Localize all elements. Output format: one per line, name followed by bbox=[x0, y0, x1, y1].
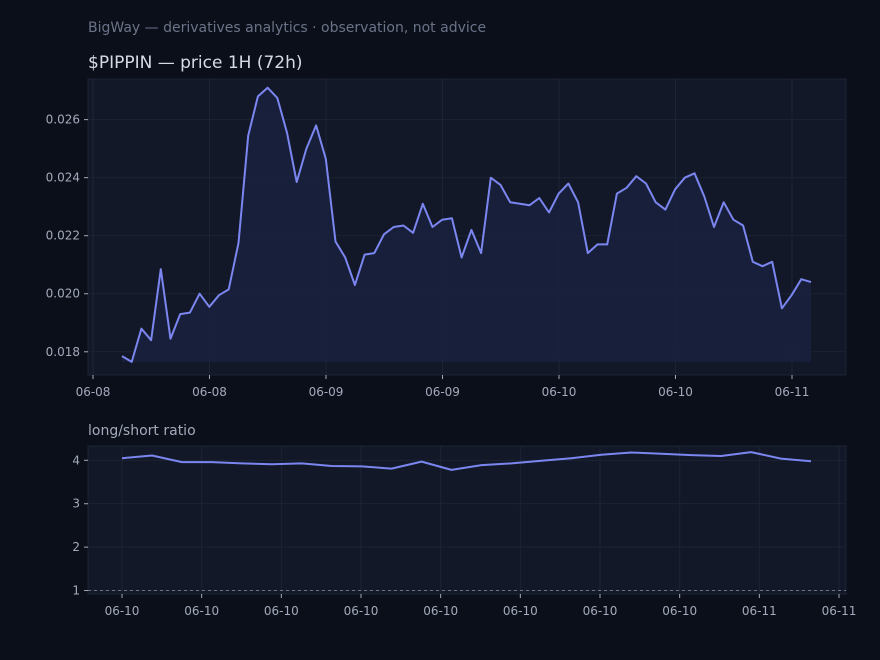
p2-x-tick-label: 06-10 bbox=[184, 604, 219, 618]
p1-x-tick-label: 06-08 bbox=[76, 385, 111, 399]
p2-y-tick-label: 4 bbox=[72, 453, 80, 467]
p2-y-tick-label: 2 bbox=[72, 540, 80, 554]
p2-x-tick-label: 06-10 bbox=[503, 604, 538, 618]
p1-y-tick-label: 0.026 bbox=[46, 113, 80, 127]
p1-x-tick-label: 06-11 bbox=[775, 385, 810, 399]
p1-y-tick-label: 0.020 bbox=[46, 287, 80, 301]
p1-x-tick-label: 06-10 bbox=[542, 385, 577, 399]
p1-x-tick-label: 06-09 bbox=[425, 385, 460, 399]
p2-x-tick-label: 06-10 bbox=[105, 604, 140, 618]
price-area-fill bbox=[122, 87, 811, 362]
p2-x-tick-label: 06-10 bbox=[662, 604, 697, 618]
p1-x-tick-label: 06-10 bbox=[658, 385, 693, 399]
price-chart-title: $PIPPIN — price 1H (72h) bbox=[88, 53, 303, 73]
page-subtitle: BigWay — derivatives analytics · observa… bbox=[88, 20, 487, 36]
p2-x-tick-label: 06-10 bbox=[583, 604, 618, 618]
price-line bbox=[121, 86, 812, 363]
ratio-line bbox=[121, 451, 812, 471]
p1-y-tick-label: 0.024 bbox=[46, 171, 80, 185]
p2-x-tick-label: 06-10 bbox=[264, 604, 299, 618]
p2-x-tick-label: 06-10 bbox=[423, 604, 458, 618]
p2-y-tick-label: 1 bbox=[72, 584, 80, 598]
ratio-chart-panel bbox=[87, 445, 847, 595]
p1-y-tick-label: 0.018 bbox=[46, 345, 80, 359]
p2-x-tick-label: 06-11 bbox=[822, 604, 857, 618]
p1-y-tick-label: 0.022 bbox=[46, 229, 80, 243]
p2-x-tick-label: 06-10 bbox=[344, 604, 379, 618]
ratio-chart-title: long/short ratio bbox=[88, 423, 196, 439]
p1-x-tick-label: 06-08 bbox=[192, 385, 227, 399]
p2-x-tick-label: 06-11 bbox=[742, 604, 777, 618]
p2-y-tick-label: 3 bbox=[72, 497, 80, 511]
p1-x-tick-label: 06-09 bbox=[309, 385, 344, 399]
